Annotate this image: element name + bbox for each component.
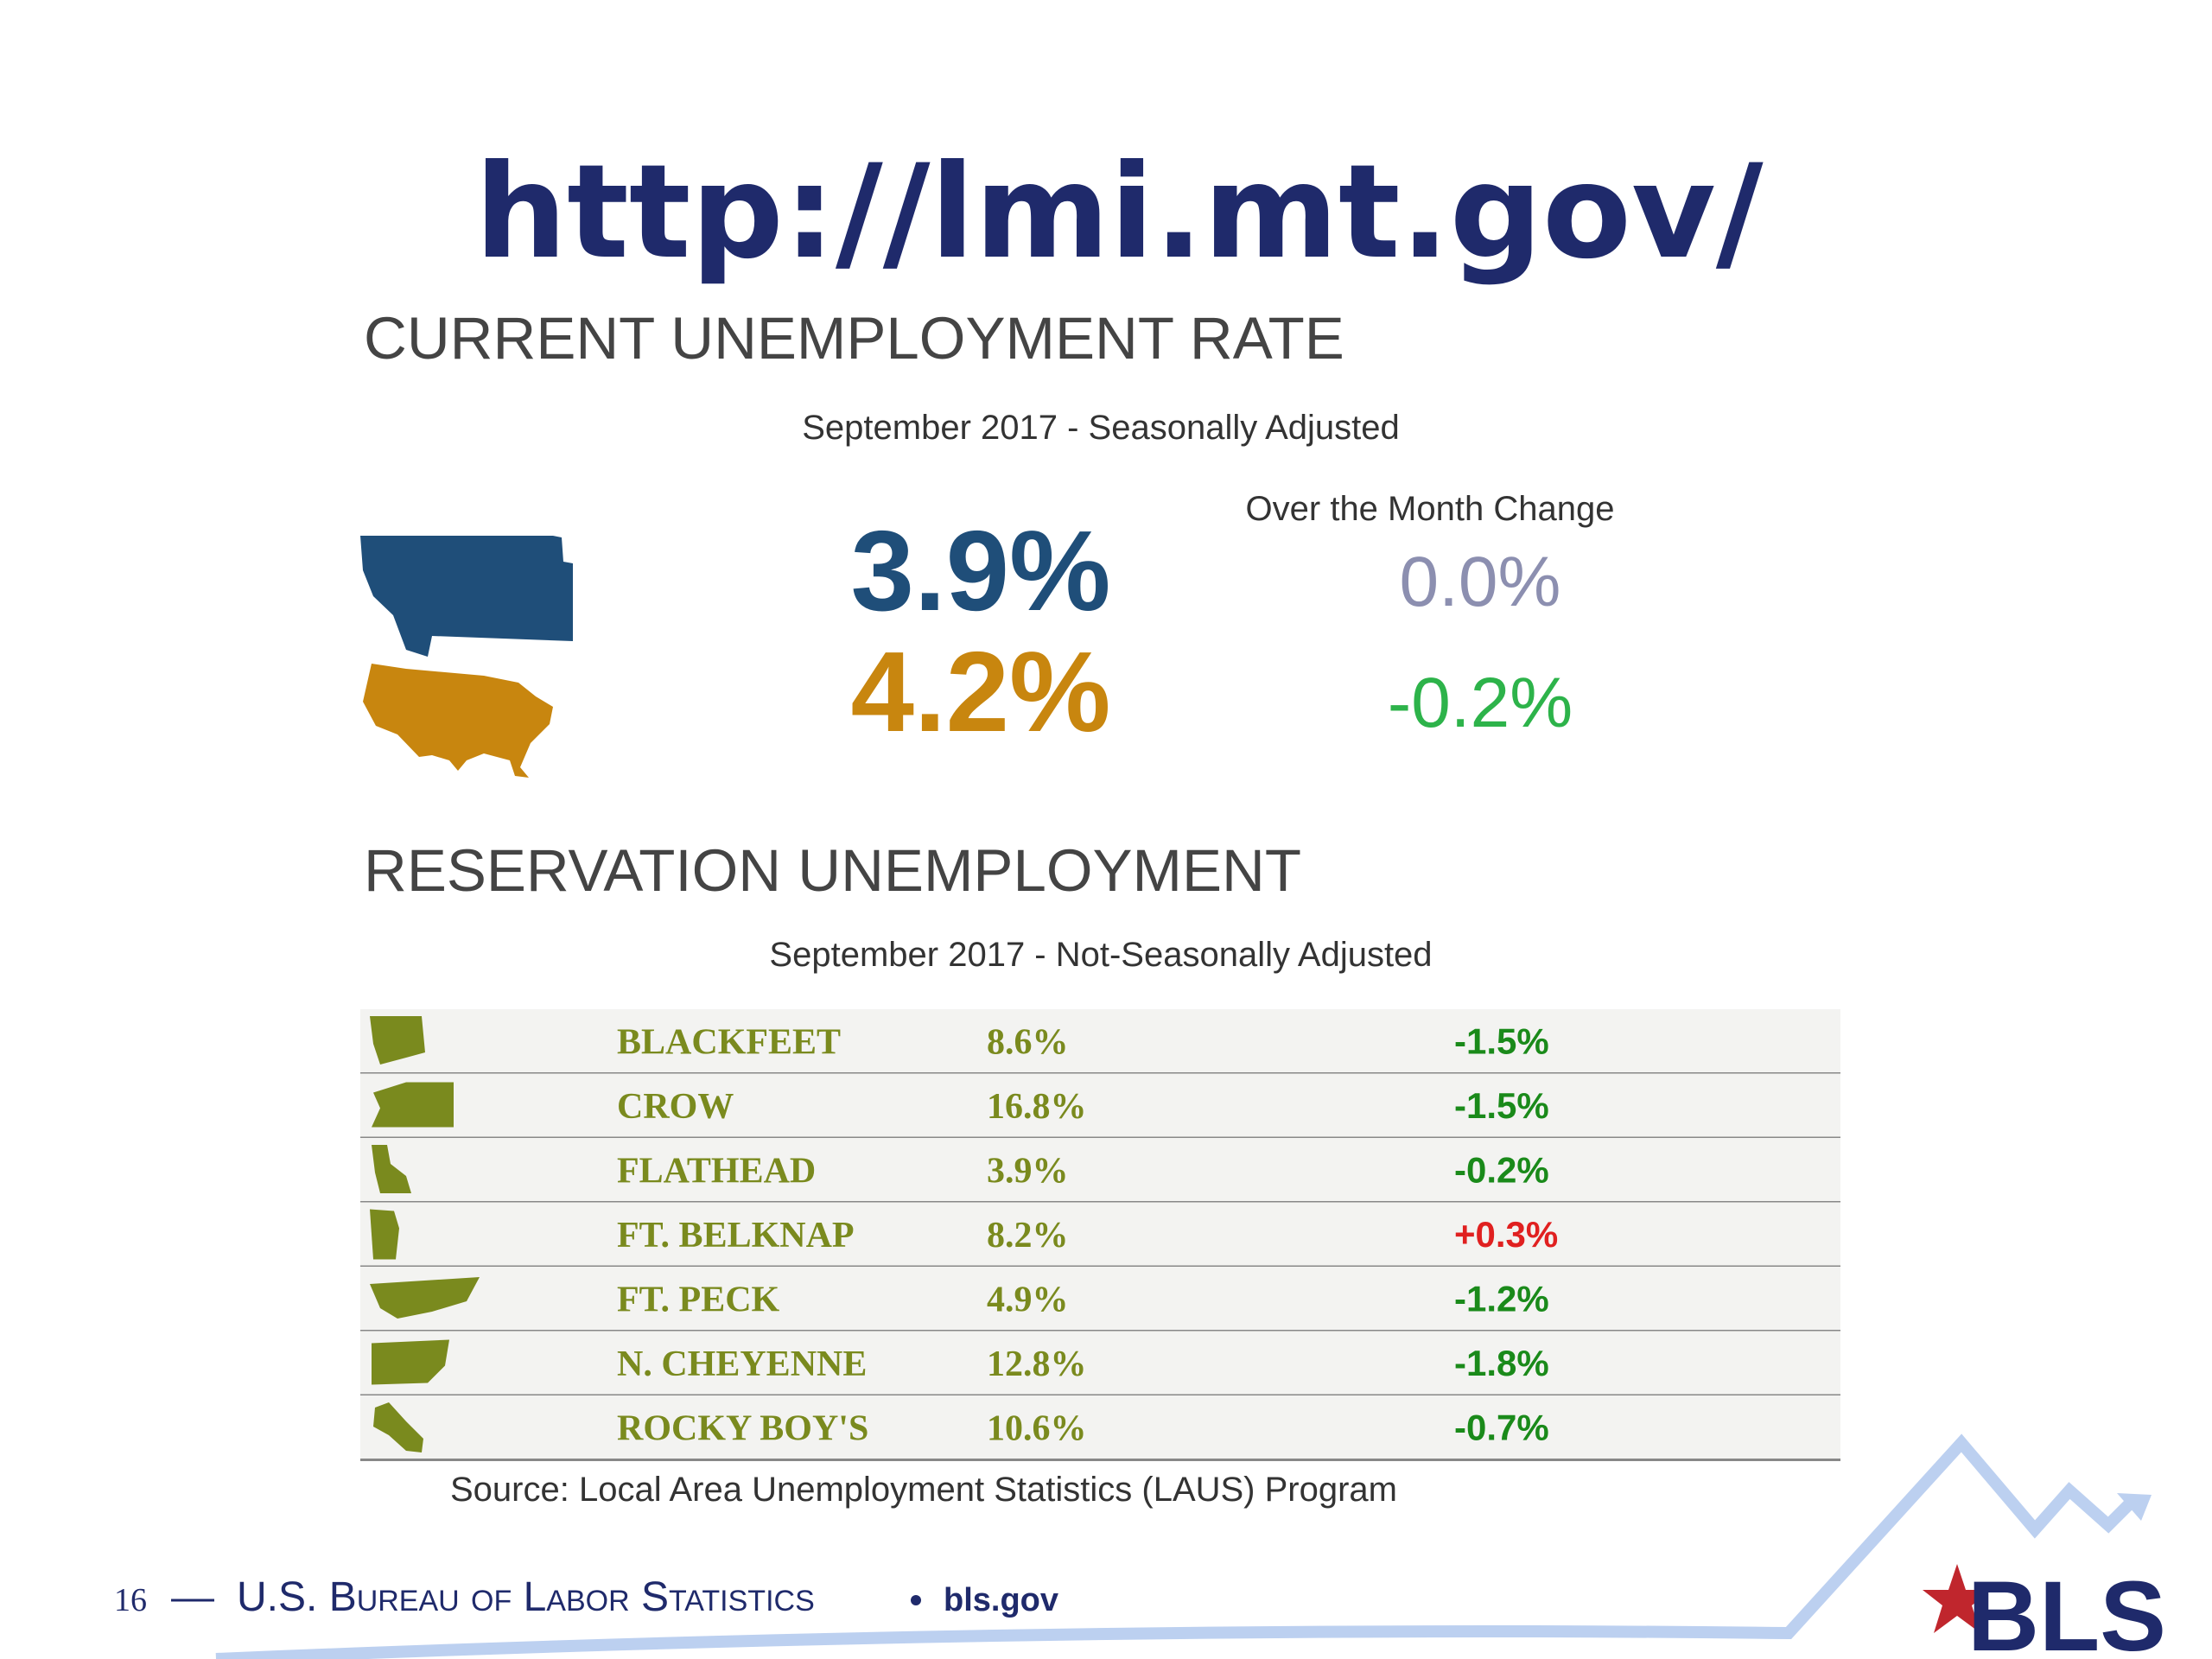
reservation-map [372, 1145, 411, 1193]
row-background [360, 1138, 1840, 1203]
reservation-rate: 8.2% [987, 1216, 1069, 1255]
reservation-name: BLACKFEET [617, 1022, 841, 1062]
change: -0.2% [1388, 664, 1573, 742]
reservation-change: -1.2% [1454, 1278, 1549, 1319]
reservation-rate: 10.6% [987, 1408, 1087, 1448]
page-number: 16 [114, 1582, 147, 1618]
reservation-name: N. CHEYENNE [617, 1344, 867, 1384]
row-background [360, 1009, 1840, 1074]
reservation-map [373, 1402, 423, 1452]
row-background [360, 1331, 1840, 1395]
reservation-rate: 3.9% [987, 1151, 1069, 1191]
logo-star [1923, 1564, 1992, 1633]
reservation-name: ROCKY BOY'S [617, 1408, 868, 1448]
reservation-name: FLATHEAD [617, 1151, 816, 1191]
logo-text: BLS [1967, 1561, 2166, 1659]
reservation-change: +0.3% [1454, 1214, 1558, 1255]
row-background [360, 1202, 1840, 1267]
montana-map [360, 536, 573, 657]
logo-arrowhead [2117, 1493, 2152, 1521]
bullet [911, 1595, 921, 1605]
row-background [360, 1267, 1840, 1332]
subtitle: September 2017 - Seasonally Adjusted [802, 409, 1400, 447]
reservation-name: CROW [617, 1087, 734, 1127]
organization: U.S. Bureau of Labor Statistics [237, 1574, 815, 1620]
reservation-change: -1.5% [1454, 1085, 1549, 1126]
site: bls.gov [944, 1582, 1058, 1618]
reservation-change: -1.5% [1454, 1020, 1549, 1061]
row-background [360, 1073, 1840, 1138]
reservation-change: -0.7% [1454, 1407, 1549, 1447]
reservation-map [372, 1339, 449, 1385]
reservation-rate: 4.9% [987, 1280, 1069, 1319]
change: 0.0% [1400, 543, 1561, 621]
rate: 3.9% [851, 507, 1111, 634]
rate: 4.2% [851, 628, 1111, 755]
reservation-table: BLACKFEET 8.6% -1.5% CROW 16.8% -1.5% FLATHEAD… [360, 1009, 1840, 1461]
section-title: CURRENT UNEMPLOYMENT RATE [364, 305, 1344, 372]
subtitle: September 2017 - Not-Seasonally Adjusted [769, 936, 1432, 974]
section-title: RESERVATION UNEMPLOYMENT [364, 837, 1301, 904]
column-header: Over the Month Change [1246, 490, 1615, 528]
reservation-map [370, 1277, 480, 1319]
us-map [363, 664, 553, 778]
reservation-name: FT. BELKNAP [617, 1216, 855, 1255]
reservation-map [372, 1082, 454, 1128]
reservation-map [370, 1016, 425, 1065]
logo-arrow [215, 1433, 2139, 1659]
reservation-map [370, 1209, 399, 1260]
reservation-rate: 8.6% [987, 1022, 1069, 1062]
reservation-name: FT. PECK [617, 1280, 780, 1319]
reservation-change: -1.8% [1454, 1343, 1549, 1383]
reservation-rate: 12.8% [987, 1344, 1087, 1384]
row-background [360, 1395, 1840, 1460]
reservation-change: -0.2% [1454, 1149, 1549, 1190]
reservation-rate: 16.8% [987, 1087, 1087, 1127]
url: http://lmi.mt.gov/ [474, 137, 1763, 288]
source: Source: Local Area Unemployment Statisti… [450, 1471, 1397, 1509]
